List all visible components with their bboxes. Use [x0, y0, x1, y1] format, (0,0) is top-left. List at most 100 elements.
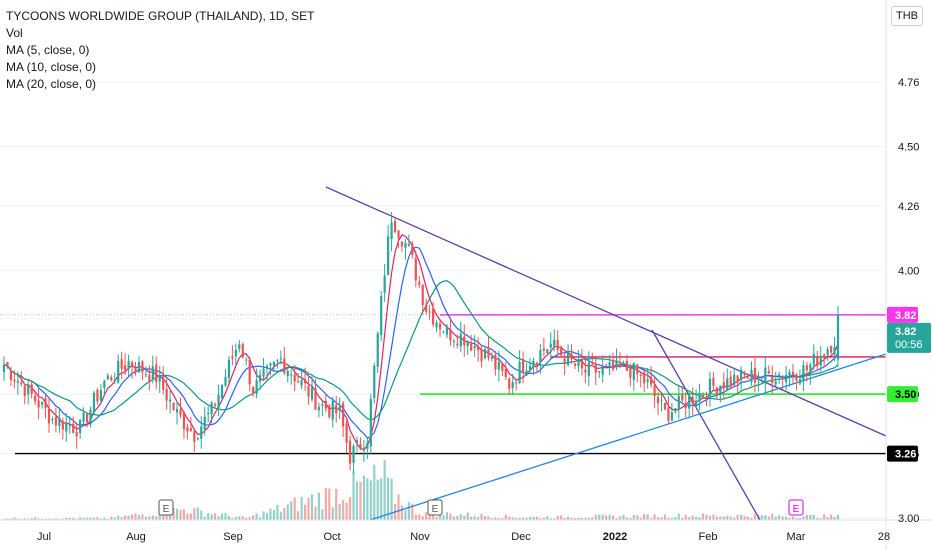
candle-body: [705, 399, 708, 401]
volume-bar: [463, 515, 466, 520]
candle-body: [68, 425, 71, 427]
legend-ma5[interactable]: MA (5, close, 0): [6, 43, 90, 57]
volume-bar: [691, 515, 694, 520]
volume-bar: [390, 478, 393, 520]
candle-body: [473, 346, 476, 349]
candle-body: [570, 353, 573, 360]
candle-body: [833, 347, 836, 355]
horizontal-levels[interactable]: [0, 314, 886, 455]
earnings-event-marker[interactable]: [427, 499, 443, 516]
volume-bar: [248, 517, 251, 520]
candle-body: [328, 405, 331, 418]
price-tick-label: 4.26: [898, 201, 919, 213]
volume-bar: [414, 514, 417, 520]
candle-body: [269, 363, 272, 366]
volume-bar: [715, 516, 718, 520]
candle-body: [390, 222, 393, 240]
legend-ma10[interactable]: MA (10, close, 0): [6, 60, 97, 74]
volume-bar: [823, 514, 826, 520]
volume-bar: [376, 479, 379, 520]
candle-body: [798, 379, 802, 384]
candle-body: [629, 367, 632, 378]
downtrend-line[interactable]: [325, 186, 887, 437]
volume-bar: [629, 517, 632, 520]
volume-bar: [252, 515, 255, 520]
time-axis[interactable]: Jul Aug Sep Oct Nov Dec 2022 Feb Mar 28: [37, 531, 890, 543]
volume-bar: [577, 517, 580, 520]
volume-bar: [207, 513, 210, 520]
legend-ma20[interactable]: MA (20, close, 0): [6, 77, 97, 91]
level-price-tag: [887, 306, 918, 323]
candle-body: [788, 372, 791, 378]
candle-body: [307, 386, 310, 397]
candle-body: [691, 396, 694, 404]
candle-body: [117, 360, 120, 383]
volume-bar: [425, 512, 428, 520]
candle-body: [200, 426, 203, 439]
volume-bar: [646, 514, 649, 520]
volume-bar: [584, 517, 587, 520]
volume-bar: [234, 516, 237, 520]
candle-body: [591, 362, 594, 364]
time-tick-label: 28: [878, 531, 890, 543]
symbol-title[interactable]: TYCOONS WORLDWIDE GROUP (THAILAND), 1D, …: [6, 9, 315, 23]
candle-body: [812, 354, 815, 365]
bar-countdown-label: 00:56: [895, 339, 923, 351]
candle-body: [774, 381, 777, 385]
volume-bar: [490, 518, 494, 520]
candle-body: [646, 379, 649, 382]
volume-bar: [743, 516, 746, 520]
volume-bar: [476, 517, 480, 520]
candle-body: [54, 416, 58, 426]
volume-bar: [508, 516, 511, 520]
volume-bar: [179, 509, 182, 520]
volume-bar: [68, 518, 71, 520]
volume-bar: [560, 515, 563, 520]
volume-bar: [736, 515, 739, 520]
volume-bar: [328, 488, 331, 520]
candle-body: [182, 411, 186, 430]
earnings-event-marker[interactable]: [788, 499, 804, 516]
candle-body: [61, 421, 64, 430]
candle-body: [757, 378, 760, 380]
volume-bar: [286, 504, 289, 520]
candle-body: [698, 392, 701, 402]
steep-trend-line[interactable]: [651, 329, 761, 521]
volume-bar: [54, 518, 58, 520]
volume-bar: [695, 516, 698, 520]
currency-button[interactable]: THB: [891, 6, 923, 26]
volume-bar: [466, 512, 469, 520]
volume-bar: [369, 480, 372, 520]
earnings-event-marker[interactable]: [158, 499, 174, 516]
volume-bar: [805, 514, 808, 520]
volume-bar: [663, 514, 667, 520]
volume-bar: [335, 488, 338, 520]
candle-body: [587, 362, 590, 376]
volume-bar: [688, 517, 691, 520]
candle-body: [213, 404, 217, 406]
volume-bar: [362, 475, 366, 520]
candle-body: [258, 374, 262, 382]
volume-bar: [262, 511, 265, 520]
volume-bar: [65, 517, 68, 520]
volume-bar: [418, 514, 421, 520]
legend-vol[interactable]: Vol: [6, 26, 23, 40]
volume-bar: [566, 516, 570, 520]
volume-bar: [238, 516, 241, 520]
candle-body: [442, 332, 445, 334]
volume-bar: [6, 518, 9, 520]
volume-bar: [788, 517, 791, 520]
candle-body: [245, 359, 248, 361]
candle-body: [196, 438, 199, 440]
candle-body: [13, 379, 16, 382]
time-tick-label: Aug: [126, 531, 146, 543]
candle-body: [383, 275, 386, 293]
volume-bar: [113, 517, 116, 520]
volume-bar: [373, 464, 376, 520]
volume-bar: [210, 514, 213, 520]
volume-bar: [85, 517, 89, 520]
volume-bar: [172, 508, 175, 520]
volume-bar: [719, 516, 722, 520]
